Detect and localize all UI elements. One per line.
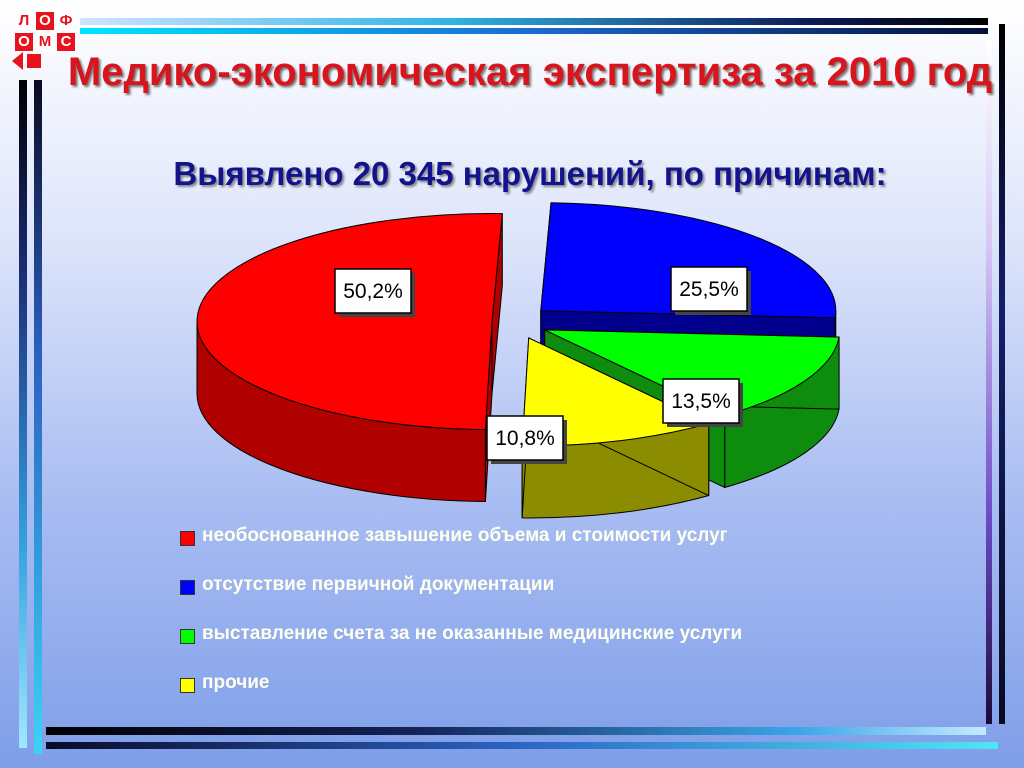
legend-swatch-blue <box>180 580 195 595</box>
right-bar-1 <box>986 40 992 724</box>
page-title: Медико-экономическая экспертиза за 2010 … <box>67 50 993 94</box>
right-bar-2 <box>999 24 1005 724</box>
legend-label: прочие <box>202 672 270 693</box>
data-label: 50,2% <box>343 280 403 303</box>
legend-label: отсутствие первичной документации <box>202 574 555 595</box>
data-label-box <box>662 378 740 424</box>
top-bar-2 <box>80 28 988 34</box>
data-label: 13,5% <box>671 390 731 413</box>
top-bar-1 <box>80 18 988 25</box>
pie-slice-red <box>196 213 503 502</box>
legend-label: необоснованное завышение объема и стоимо… <box>202 525 728 546</box>
data-label: 10,8% <box>495 427 555 450</box>
logo-square <box>27 54 41 68</box>
logo-letter: Ф <box>57 12 75 30</box>
legend-label: выставление счета за не оказанные медици… <box>202 623 743 644</box>
legend-swatch-red <box>180 531 195 546</box>
logo-diamond <box>12 52 23 70</box>
logo-letter: Л <box>15 12 33 30</box>
logo-letter: О <box>36 12 54 30</box>
legend-swatch-yellow <box>180 678 195 693</box>
logo-letter: С <box>57 33 75 51</box>
bottom-bar-1 <box>46 727 986 735</box>
page-subtitle: Выявлено 20 345 нарушений, по причинам: <box>173 155 887 192</box>
pie-slice-yellow <box>521 337 711 519</box>
left-bar-2 <box>34 80 42 754</box>
logo-letter: О <box>15 33 33 51</box>
data-label: 25,5% <box>679 278 739 301</box>
data-label-box <box>670 266 748 312</box>
legend-swatch-green <box>180 629 195 644</box>
left-bar-1 <box>19 80 27 748</box>
bottom-bar-2 <box>46 742 998 749</box>
lofoms-logo: Л О Ф О М С <box>10 6 80 70</box>
data-label-box <box>334 268 412 314</box>
data-label-box <box>486 415 564 461</box>
logo-letter: М <box>36 33 54 51</box>
